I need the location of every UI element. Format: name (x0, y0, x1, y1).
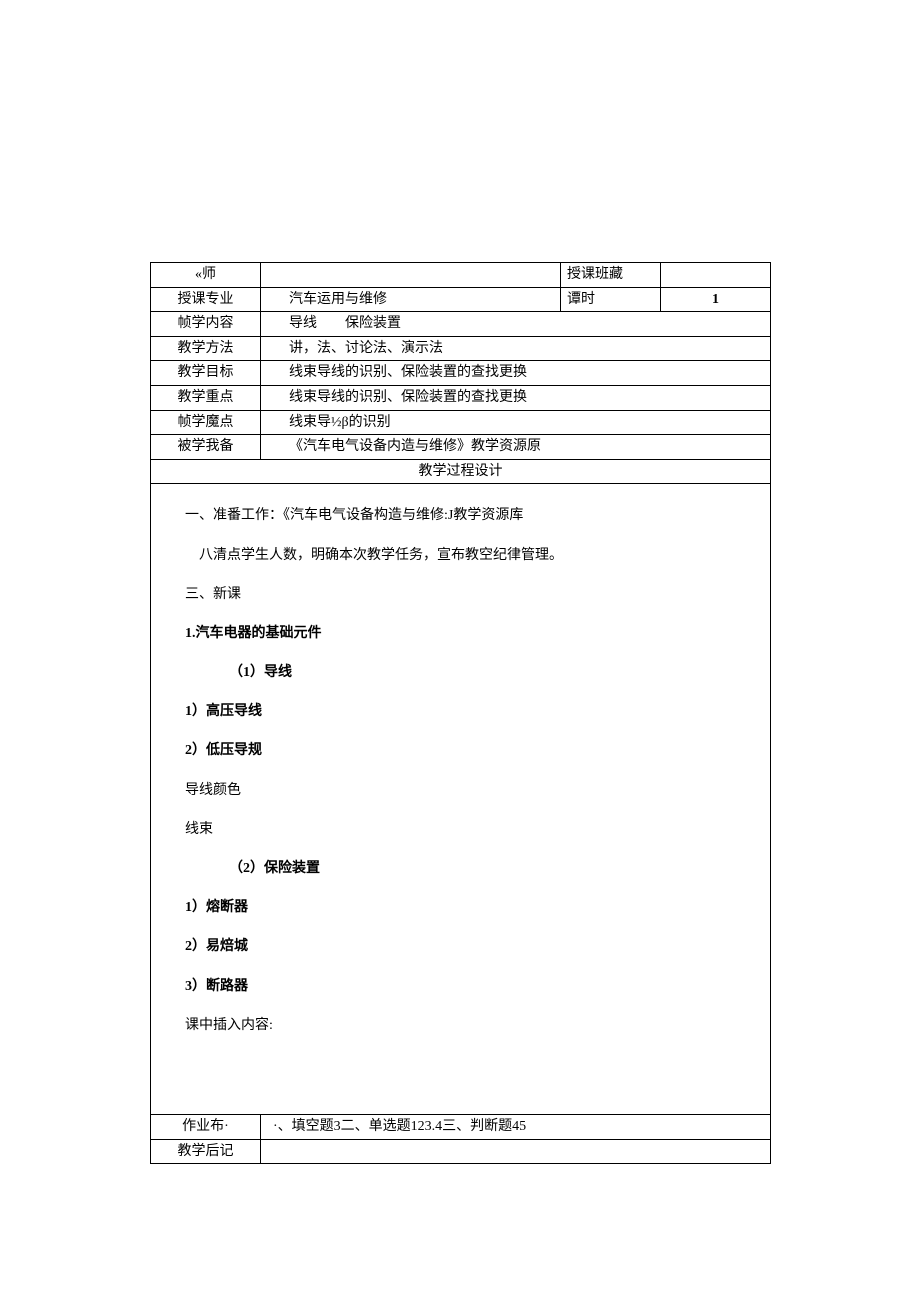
table-row: 教学方法 讲，法、讨论法、演示法 (151, 336, 771, 361)
body-line: 1.汽车电器的基础元件 (181, 614, 740, 653)
body-line: 2）低压导规 (181, 731, 740, 770)
label-teacher: «师 (151, 263, 261, 288)
value-keypoint: 线束导线的识别、保险装置的查找更换 (261, 385, 771, 410)
content-body-row: 一、准番工作：《汽车电气设备构造与维修:J教学资源库 八清点学生人数，明确本次教… (151, 484, 771, 1115)
body-line: 三、新课 (181, 575, 740, 614)
lesson-plan-table: «师 授课班藏 授课专业 汽车运用与维修 谭时 1 帧学内容 导线 保险装置 教… (150, 262, 771, 1164)
table-row: 作业布· ·、填空题3二、单选题123.4三、判断题45 (151, 1115, 771, 1140)
body-line-blank (181, 1045, 740, 1084)
value-objective: 线束导线的识别、保险装置的查找更换 (261, 361, 771, 386)
label-postnote: 教学后记 (151, 1139, 261, 1164)
content-body-cell: 一、准番工作：《汽车电气设备构造与维修:J教学资源库 八清点学生人数，明确本次教… (151, 484, 771, 1115)
body-line: 课中插入内容: (181, 1006, 740, 1045)
label-keypoint: 教学重点 (151, 385, 261, 410)
table-row: 帧学内容 导线 保险装置 (151, 312, 771, 337)
value-prep: 《汽车电气设备内造与维修》教学资源原 (261, 435, 771, 460)
body-line: 线束 (181, 810, 740, 849)
body-line: 八清点学生人数，明确本次教学任务，宣布教空纪律管理。 (181, 536, 740, 575)
value-content: 导线 保险装置 (261, 312, 771, 337)
table-row: 被学我备 《汽车电气设备内造与维修》教学资源原 (151, 435, 771, 460)
value-postnote (261, 1139, 771, 1164)
body-line: 1）高压导线 (181, 692, 740, 731)
content-body: 一、准番工作：《汽车电气设备构造与维修:J教学资源库 八清点学生人数，明确本次教… (151, 484, 770, 1114)
label-class: 授课班藏 (561, 263, 661, 288)
body-line: （2）保险装置 (181, 849, 740, 888)
table-row: «师 授课班藏 (151, 263, 771, 288)
value-method: 讲，法、讨论法、演示法 (261, 336, 771, 361)
value-homework: ·、填空题3二、单选题123.4三、判断题45 (261, 1115, 771, 1140)
value-class (661, 263, 771, 288)
value-teacher (261, 263, 561, 288)
body-line: 1）熔断器 (181, 888, 740, 927)
body-line: （1）导线 (181, 653, 740, 692)
body-line: 一、准番工作：《汽车电气设备构造与维修:J教学资源库 (181, 496, 740, 535)
body-line: 导线颜色 (181, 771, 740, 810)
table-row: 帧学魔点 线束导½β的识别 (151, 410, 771, 435)
table-row: 授课专业 汽车运用与维修 谭时 1 (151, 287, 771, 312)
table-row: 教学目标 线束导线的识别、保险装置的查找更换 (151, 361, 771, 386)
section-title: 教学过程设计 (151, 459, 771, 484)
label-content: 帧学内容 (151, 312, 261, 337)
section-title-row: 教学过程设计 (151, 459, 771, 484)
body-line: 3）断路器 (181, 967, 740, 1006)
label-prep: 被学我备 (151, 435, 261, 460)
label-difficulty: 帧学魔点 (151, 410, 261, 435)
label-homework: 作业布· (151, 1115, 261, 1140)
value-hours: 1 (661, 287, 771, 312)
table-row: 教学重点 线束导线的识别、保险装置的查找更换 (151, 385, 771, 410)
value-difficulty: 线束导½β的识别 (261, 410, 771, 435)
label-method: 教学方法 (151, 336, 261, 361)
label-hours: 谭时 (561, 287, 661, 312)
label-objective: 教学目标 (151, 361, 261, 386)
document-page: «师 授课班藏 授课专业 汽车运用与维修 谭时 1 帧学内容 导线 保险装置 教… (0, 0, 920, 1264)
body-line: 2）易焙城 (181, 927, 740, 966)
value-major: 汽车运用与维修 (261, 287, 561, 312)
table-row: 教学后记 (151, 1139, 771, 1164)
label-major: 授课专业 (151, 287, 261, 312)
